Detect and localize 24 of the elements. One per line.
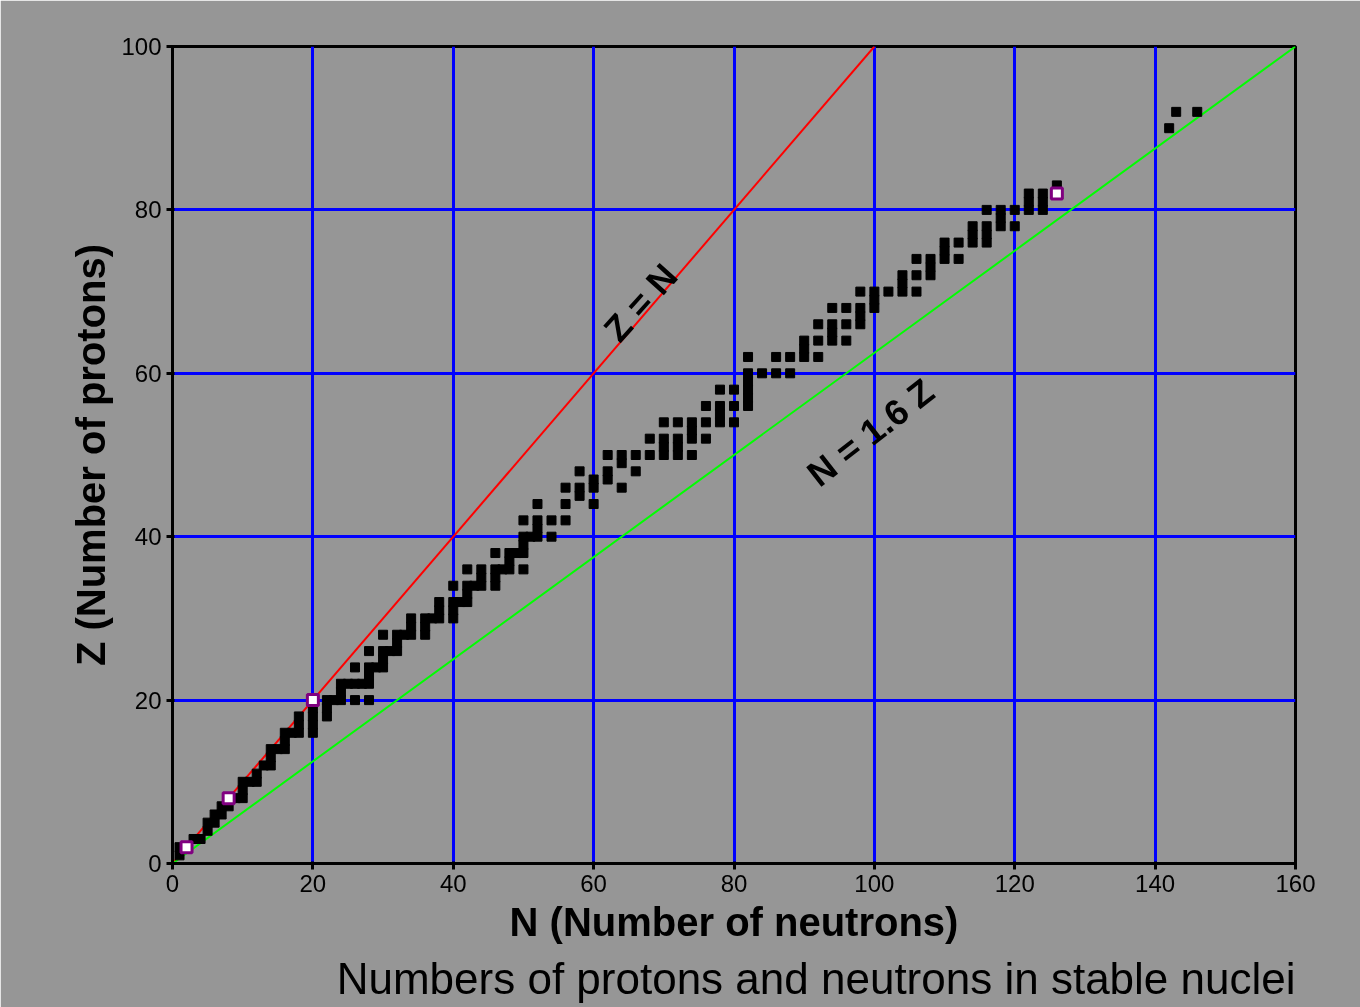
x-tick-label: 80 (720, 869, 748, 897)
y-tick-label: 60 (134, 359, 162, 387)
x-axis-title: N (Number of neutrons) (509, 899, 959, 944)
point (221, 791, 236, 806)
x-tick-label: 160 (1275, 869, 1316, 897)
y-tick-label: 100 (121, 33, 162, 60)
y-tick-label: 0 (148, 850, 162, 877)
annotation: Z = N (595, 255, 686, 350)
x-tick-label: 120 (994, 869, 1035, 897)
annotation: N = 1.6 Z (799, 370, 942, 495)
x-tick-label: 20 (299, 869, 327, 897)
y-tick-label: 20 (134, 686, 162, 714)
y-tick-label: 80 (134, 196, 162, 224)
x-tick-label: 100 (854, 869, 895, 897)
x-tick-label: 140 (1135, 869, 1176, 897)
y-tick-label: 40 (134, 523, 162, 551)
point (179, 840, 194, 855)
x-tick-label: 60 (580, 869, 607, 897)
point (305, 693, 320, 708)
x-tick-label: 40 (439, 869, 467, 897)
text: Numbers of protons and neutrons in stable nuclei (336, 953, 1296, 1003)
x-tick-label: 0 (165, 869, 180, 897)
y-axis-title: Z (Number of protons) (69, 243, 114, 667)
point (1049, 186, 1064, 201)
